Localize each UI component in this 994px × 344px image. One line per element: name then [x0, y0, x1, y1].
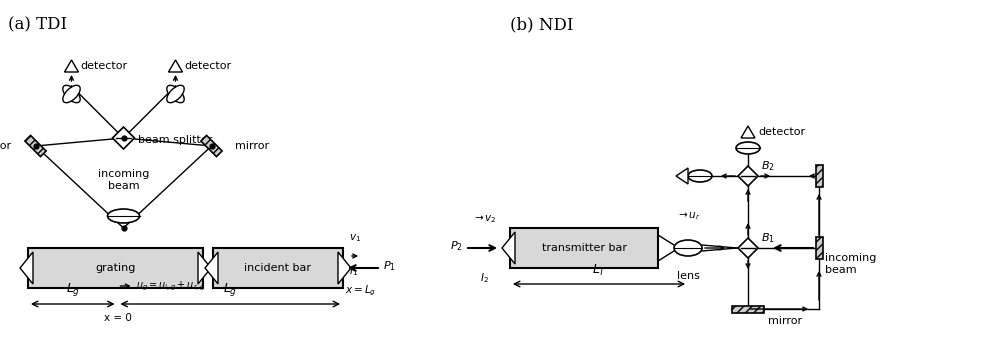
Text: $x = L_g$: $x = L_g$ — [345, 283, 376, 298]
Text: detector: detector — [757, 127, 804, 137]
Text: $\rightarrow u_r$: $\rightarrow u_r$ — [675, 210, 700, 222]
Text: mirror: mirror — [0, 141, 12, 151]
Polygon shape — [741, 126, 754, 138]
Text: $L_g$: $L_g$ — [223, 281, 238, 298]
Text: $I_2$: $I_2$ — [479, 271, 488, 285]
Ellipse shape — [167, 85, 184, 103]
Text: $P_1$: $P_1$ — [383, 259, 396, 273]
Polygon shape — [738, 166, 757, 186]
Text: incident bar: incident bar — [245, 263, 311, 273]
Text: beam splitter: beam splitter — [138, 135, 213, 145]
Text: $\rightarrow v_2$: $\rightarrow v_2$ — [471, 213, 496, 225]
Polygon shape — [112, 127, 134, 149]
Text: $u_g = u_{i,g}+u_{r,g}$: $u_g = u_{i,g}+u_{r,g}$ — [135, 279, 205, 293]
Polygon shape — [65, 60, 79, 72]
Polygon shape — [198, 252, 211, 284]
Text: incoming
beam: incoming beam — [97, 169, 149, 191]
Polygon shape — [25, 136, 46, 157]
Text: $v_1$: $v_1$ — [349, 232, 361, 244]
Polygon shape — [502, 232, 515, 264]
Polygon shape — [738, 238, 757, 258]
Ellipse shape — [107, 209, 139, 223]
Text: transmitter bar: transmitter bar — [541, 243, 626, 253]
Text: (a) TDI: (a) TDI — [8, 16, 67, 33]
Text: mirror: mirror — [767, 316, 801, 326]
Text: $B_2$: $B_2$ — [760, 159, 774, 173]
Text: lens: lens — [676, 271, 699, 281]
Text: mirror: mirror — [236, 141, 269, 151]
Text: $B_1$: $B_1$ — [760, 231, 774, 245]
Ellipse shape — [736, 142, 759, 154]
Polygon shape — [815, 237, 822, 259]
Polygon shape — [168, 60, 182, 72]
Text: detector: detector — [184, 61, 232, 71]
Polygon shape — [675, 168, 687, 184]
Bar — [28, 248, 203, 288]
Text: $L_g$: $L_g$ — [66, 281, 80, 298]
Ellipse shape — [63, 85, 81, 103]
Text: x = 0: x = 0 — [103, 313, 131, 323]
Text: detector: detector — [81, 61, 127, 71]
Polygon shape — [338, 252, 351, 284]
Polygon shape — [815, 165, 822, 187]
Text: $I_1$: $I_1$ — [349, 264, 358, 278]
Text: grating: grating — [95, 263, 135, 273]
Text: (b) NDI: (b) NDI — [510, 16, 573, 33]
Ellipse shape — [673, 240, 702, 256]
Polygon shape — [201, 136, 222, 157]
Ellipse shape — [687, 170, 712, 182]
Polygon shape — [732, 306, 763, 313]
Text: $L_T$: $L_T$ — [591, 263, 605, 278]
Ellipse shape — [63, 85, 81, 103]
Text: incoming
beam: incoming beam — [824, 253, 876, 275]
Text: $P_2$: $P_2$ — [449, 239, 462, 253]
Polygon shape — [20, 252, 33, 284]
Polygon shape — [205, 252, 218, 284]
Bar — [510, 228, 657, 268]
Bar — [213, 248, 343, 288]
Ellipse shape — [167, 85, 184, 103]
